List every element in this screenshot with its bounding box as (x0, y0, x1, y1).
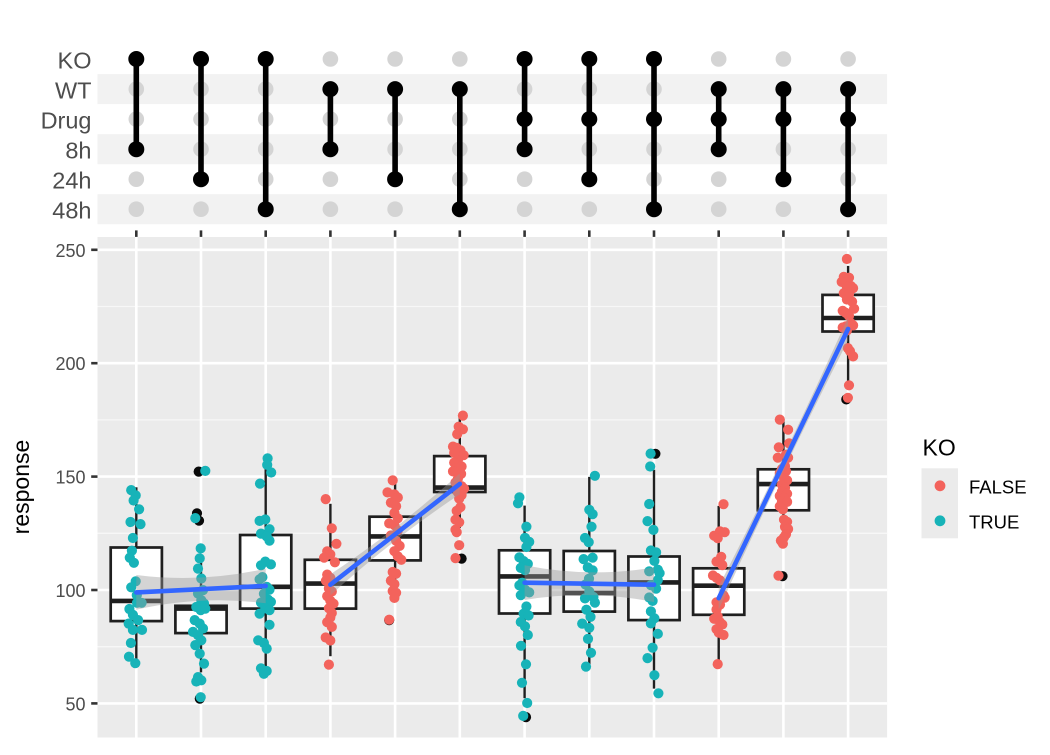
svg-text:response: response (8, 440, 34, 535)
svg-text:50: 50 (65, 694, 85, 714)
svg-text:200: 200 (55, 354, 85, 374)
svg-text:250: 250 (55, 241, 85, 261)
svg-text:8h: 8h (65, 138, 91, 164)
svg-text:100: 100 (55, 581, 85, 601)
svg-text:150: 150 (55, 468, 85, 488)
svg-text:KO: KO (923, 434, 956, 460)
svg-text:24h: 24h (52, 168, 91, 194)
svg-text:KO: KO (58, 48, 92, 74)
svg-text:Drug: Drug (41, 108, 92, 134)
svg-text:TRUE: TRUE (969, 511, 1019, 532)
svg-text:FALSE: FALSE (969, 476, 1027, 497)
svg-text:48h: 48h (52, 198, 91, 224)
svg-text:WT: WT (55, 78, 92, 104)
